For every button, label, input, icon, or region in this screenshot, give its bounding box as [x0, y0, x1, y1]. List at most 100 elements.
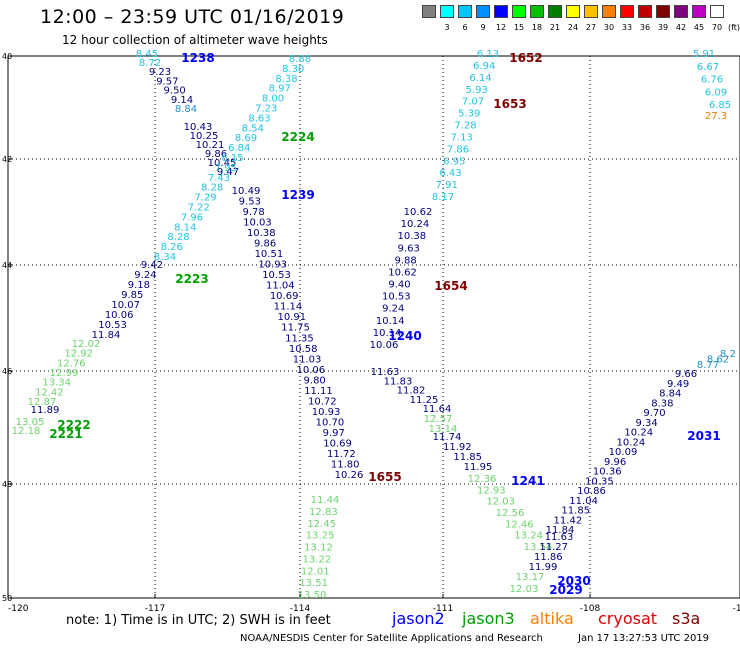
pass-label: 2030	[557, 574, 590, 588]
wave-height-value: 10.24	[624, 428, 653, 439]
wave-height-value: 11.75	[281, 323, 310, 334]
wave-height-value: 9.24	[382, 304, 404, 315]
wave-height-value: 10.53	[98, 320, 127, 331]
wave-height-value: 9.40	[388, 280, 410, 291]
wave-height-value: 10.07	[111, 300, 140, 311]
scale-swatch	[710, 5, 724, 18]
wave-height-value: 11.80	[331, 459, 360, 470]
scale-swatch	[584, 5, 598, 18]
pass-label: 2224	[281, 130, 314, 144]
wave-height-value: 8.34	[154, 252, 176, 263]
lon-label: -111	[433, 604, 453, 614]
wave-height-value: 7.95	[215, 163, 237, 174]
scale-label: 3	[444, 23, 450, 32]
wave-height-value: 12.56	[496, 508, 525, 519]
scale-swatch	[440, 5, 454, 18]
legend-jason3: jason3	[462, 609, 515, 628]
scale-label: 30	[603, 23, 615, 32]
scale-label: 45	[693, 23, 705, 32]
wave-height-value: 11.04	[266, 281, 295, 292]
scale-label: 21	[549, 23, 561, 32]
wave-height-value: 10.86	[577, 486, 606, 497]
pass-label: 1654	[434, 279, 467, 293]
wave-height-value: 5.93	[466, 85, 488, 96]
lon-label: -10	[733, 604, 740, 614]
legend-jason2: jason2	[392, 609, 445, 628]
scale-swatch	[494, 5, 508, 18]
scale-swatch	[692, 5, 706, 18]
legend-cryosat: cryosat	[598, 609, 658, 628]
wave-height-value: 7.29	[194, 193, 216, 204]
wave-height-value: 11.27	[539, 542, 568, 553]
lon-label: -108	[580, 604, 601, 614]
wave-height-value: 10.49	[232, 186, 261, 197]
wave-height-value: 12.01	[301, 566, 330, 577]
scale-label: 15	[513, 23, 525, 32]
wave-height-value: 9.63	[398, 243, 420, 254]
wave-height-value: 10.62	[388, 267, 417, 278]
lat-label: 42	[2, 155, 12, 164]
wave-height-value: 13.34	[42, 378, 71, 389]
wave-height-value: 9.18	[128, 280, 150, 291]
wave-height-value: 13.25	[306, 531, 335, 542]
lon-label: -114	[290, 604, 311, 614]
wave-height-value: 5.39	[458, 109, 480, 120]
scale-swatch	[656, 5, 670, 18]
wave-height-value: 12.42	[35, 387, 64, 398]
wave-height-value: 12.87	[28, 397, 57, 408]
wave-height-value: 9.47	[217, 167, 239, 178]
wave-height-value: 6.15	[221, 153, 243, 164]
scale-swatch	[638, 5, 652, 18]
wave-height-value: 9.24	[134, 270, 156, 281]
wave-height-value: 6.94	[473, 61, 495, 72]
wave-height-value: 8.54	[242, 123, 264, 134]
wave-height-value: 11.35	[285, 333, 314, 344]
wave-height-value: 13.54	[524, 542, 553, 553]
scale-swatch	[620, 5, 634, 18]
wave-height-value: 7.86	[447, 144, 469, 155]
wave-height-value: 11.63	[371, 367, 400, 378]
wave-height-value: 11.42	[554, 515, 583, 526]
wave-height-value: 9.96	[604, 457, 626, 468]
wave-height-value: 10.24	[617, 437, 646, 448]
lat-label: 40	[2, 52, 12, 61]
wave-height-value: 13.51	[299, 578, 328, 589]
scale-label: 24	[567, 23, 579, 32]
scale-swatch	[602, 5, 616, 18]
wave-height-value: 8.69	[235, 133, 257, 144]
wave-height-value: 11.72	[327, 449, 356, 460]
wave-height-value: 8.14	[174, 222, 196, 233]
wave-height-value: 10.58	[289, 344, 318, 355]
wave-height-value: 10.91	[277, 312, 306, 323]
wave-height-value: 7.22	[188, 203, 210, 214]
generated-timestamp: Jan 17 13:27:53 UTC 2019	[578, 633, 710, 644]
wave-height-value: 10.93	[312, 407, 341, 418]
wave-height-value: 10.24	[401, 219, 430, 230]
pass-label: 2223	[175, 272, 208, 286]
wave-height-value: 12.36	[468, 474, 497, 485]
wave-height-value: 8.26	[161, 242, 183, 253]
scale-label: 6	[462, 23, 468, 32]
wave-height-value: 12.83	[309, 507, 338, 518]
footer-note: note: 1) Time is in UTC; 2) SWH is in fe…	[66, 613, 331, 628]
wave-height-value: 12.92	[64, 349, 93, 360]
wave-height-value: 9.86	[205, 149, 227, 160]
wave-height-value: 10.35	[585, 476, 614, 487]
pass-label: 2221	[49, 427, 82, 441]
wave-height-value: 10.53	[382, 292, 411, 303]
wave-height-value: 10.21	[196, 140, 225, 151]
wave-height-value: 10.25	[190, 131, 219, 142]
scale-label: 18	[531, 23, 543, 32]
wave-height-value: 11.82	[397, 386, 426, 397]
map-frame	[7, 55, 740, 599]
wave-height-value: 8.28	[201, 183, 223, 194]
wave-height-value: 13.12	[304, 543, 333, 554]
wave-height-value: 7.91	[436, 180, 458, 191]
wave-height-value: 9.85	[121, 290, 143, 301]
wave-height-value: 7.13	[451, 132, 473, 143]
pass-label: 1238	[181, 51, 214, 65]
wave-height-value: 10.70	[316, 417, 345, 428]
scale-unit: (ft)	[727, 23, 740, 32]
wave-height-value: 8.2	[720, 349, 736, 360]
